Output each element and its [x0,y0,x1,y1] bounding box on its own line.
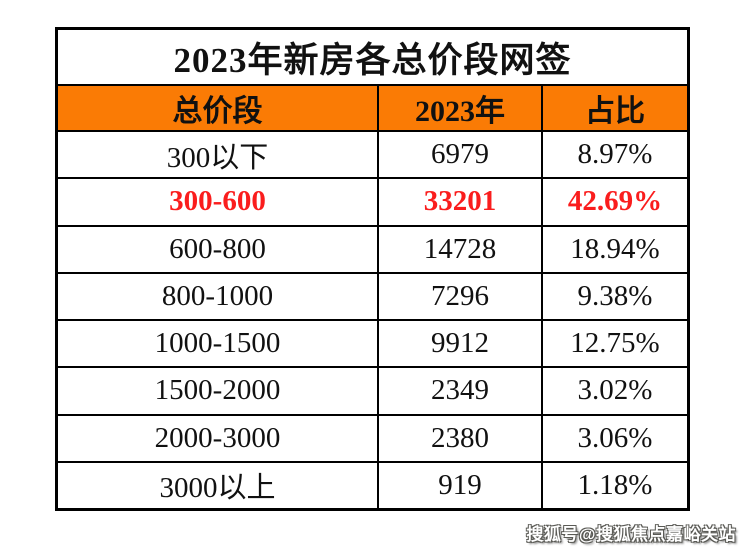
cell-share: 9.38% [541,273,687,319]
table-header-row: 总价段 2023年 占比 [58,86,687,132]
cell-range: 300以下 [166,141,269,174]
cell-share: 18.94% [541,226,687,272]
cell-share: 3.06% [541,415,687,461]
cell-range: 2000-3000 [154,421,281,454]
cell-count: 14728 [377,226,541,272]
cell-count: 919 [377,462,541,508]
table-row: 2000-3000 2380 3.06% [58,415,687,463]
cell-count: 6979 [377,132,541,178]
cell-count: 7296 [377,273,541,319]
table-row: 800-1000 7296 9.38% [58,273,687,321]
cell-share: 12.75% [541,321,687,367]
table-row: 300-600 33201 42.69% [58,179,687,227]
price-segment-table: 2023年新房各总价段网签 总价段 2023年 占比 300以下 6979 8.97… [55,27,690,511]
cell-share: 42.69% [541,179,687,225]
cell-range: 600-800 [169,232,266,265]
cell-share: 8.97% [541,132,687,178]
table-title: 2023年新房各总价段网签 [58,30,687,86]
cell-range: 800-1000 [161,279,274,312]
table-row: 3000以上 919 1.18% [58,462,687,508]
cell-count: 9912 [377,321,541,367]
cell-range: 300-600 [169,185,266,218]
cell-share: 1.18% [541,462,687,508]
table-row: 600-800 14728 18.94% [58,226,687,274]
column-header-price-range: 总价段 [172,95,263,128]
cell-share: 3.02% [541,368,687,414]
cell-range: 3000以上 [159,472,276,505]
cell-range: 1000-1500 [154,327,281,360]
table-row: 1000-1500 9912 12.75% [58,321,687,369]
column-header-share: 占比 [541,86,687,130]
table-row: 1500-2000 2349 3.02% [58,368,687,416]
cell-count: 2380 [377,415,541,461]
cell-count: 33201 [377,179,541,225]
cell-count: 2349 [377,368,541,414]
table-row: 300以下 6979 8.97% [58,132,687,180]
column-header-year-2023: 2023年 [377,86,541,130]
sohu-watermark: 搜狐号@搜狐焦点嘉峪关站 [526,525,736,544]
cell-range: 1500-2000 [154,374,281,407]
